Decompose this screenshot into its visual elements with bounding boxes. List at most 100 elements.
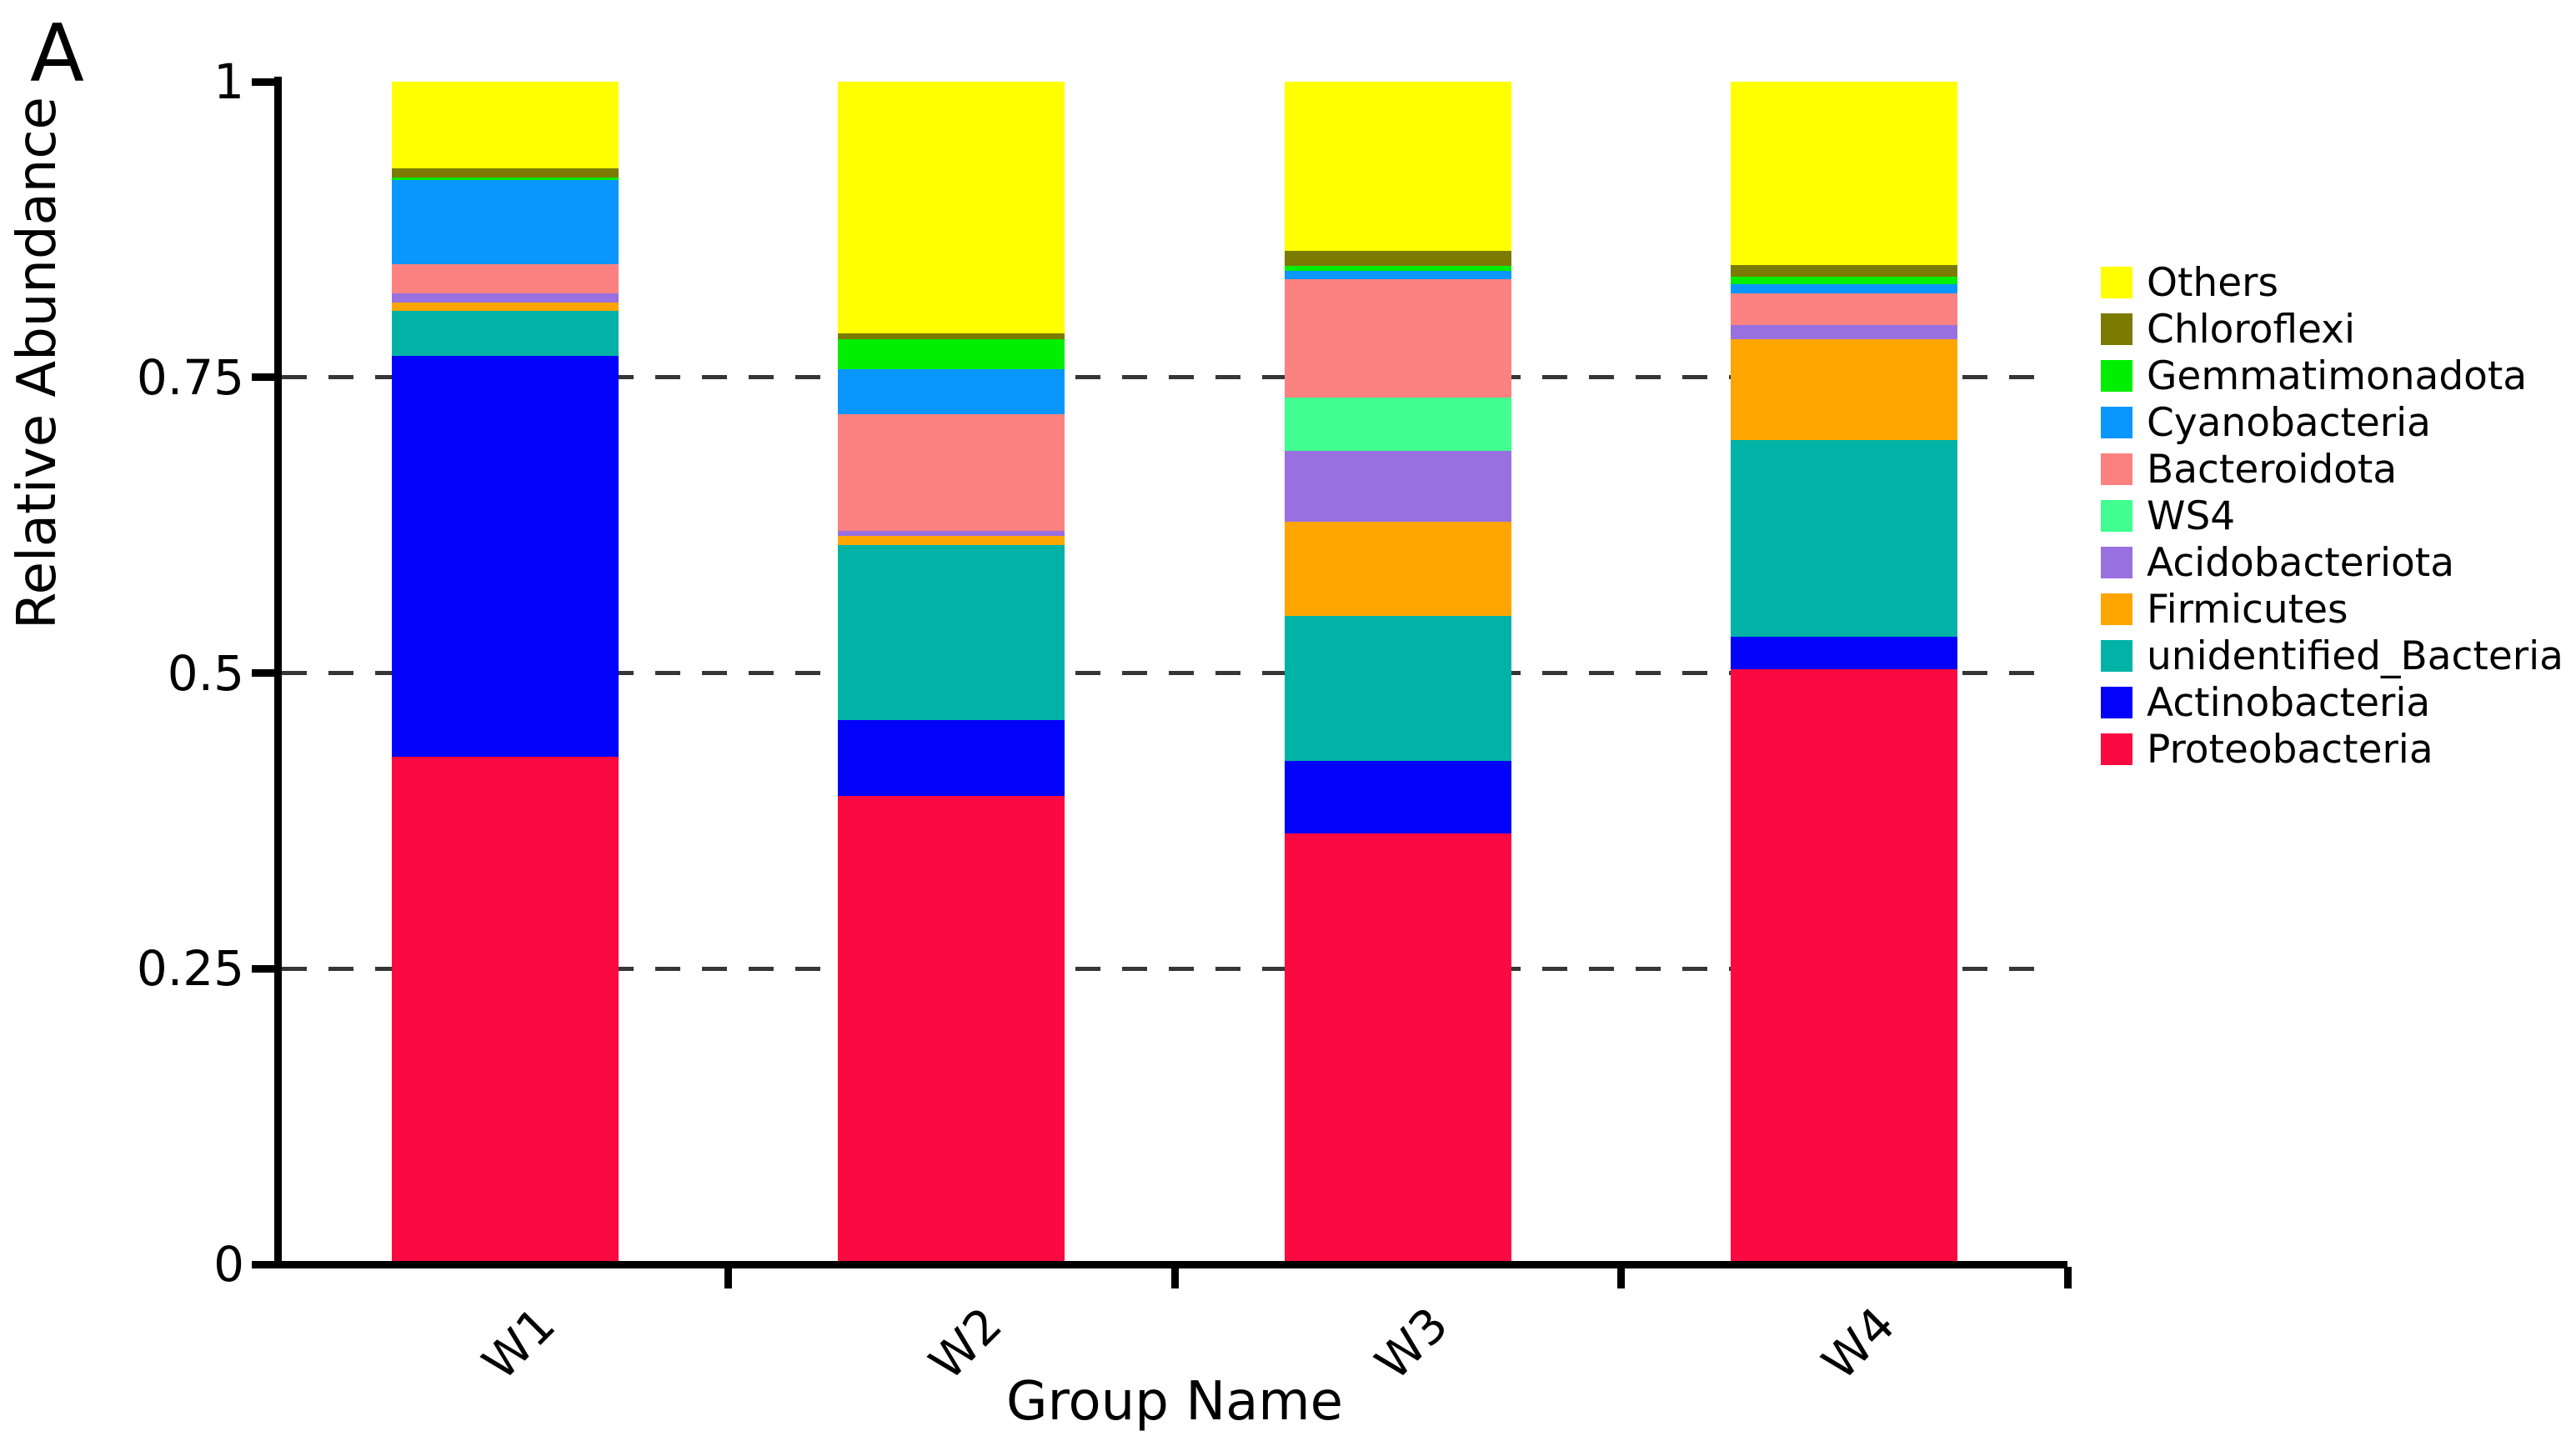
legend-item-acidobacteriota: Acidobacteriota — [2101, 543, 2563, 583]
legend-item-actinobacteria: Actinobacteria — [2101, 683, 2563, 723]
legend-swatch-unidentified_bacteria — [2101, 640, 2132, 672]
bar-segment-w1-chloroflexi — [391, 168, 619, 178]
bar-segment-w4-actinobacteria — [1731, 636, 1958, 670]
legend-item-cyanobacteria: Cyanobacteria — [2101, 403, 2563, 443]
y-tick-0.25 — [252, 964, 275, 973]
bar-segment-w2-actinobacteria — [838, 720, 1065, 797]
bar-segment-w3-ws4 — [1284, 397, 1511, 451]
legend-label: unidentified_Bacteria — [2147, 633, 2563, 679]
x-tick-1 — [724, 1267, 732, 1288]
bar-segment-w2-cyanobacteria — [838, 368, 1065, 414]
x-category-label-w2: W2 — [919, 1297, 1013, 1391]
legend-swatch-firmicutes — [2101, 593, 2132, 625]
legend-swatch-actinobacteria — [2101, 687, 2132, 718]
bar-segment-w3-proteobacteria — [1284, 833, 1511, 1264]
bar-segment-w3-chloroflexi — [1284, 251, 1511, 267]
bar-segment-w4-acidobacteriota — [1731, 325, 1958, 340]
legend-item-chloroflexi: Chloroflexi — [2101, 310, 2563, 349]
bar-segment-w3-actinobacteria — [1284, 760, 1511, 834]
gridline-0.5 — [282, 671, 2049, 675]
bar-w1 — [391, 82, 619, 1264]
legend-swatch-bacteroidota — [2101, 453, 2132, 485]
legend-item-firmicutes: Firmicutes — [2101, 590, 2563, 629]
bar-segment-w2-others — [838, 82, 1065, 334]
legend-label: Others — [2147, 259, 2278, 306]
legend-swatch-gemmatimonadota — [2101, 360, 2132, 392]
legend-item-bacteroidota: Bacteroidota — [2101, 450, 2563, 489]
x-tick-4 — [2063, 1267, 2072, 1288]
gridline-0.75 — [282, 375, 2049, 380]
legend-swatch-acidobacteriota — [2101, 547, 2132, 578]
bar-segment-w2-chloroflexi — [838, 333, 1065, 340]
bar-segment-w4-proteobacteria — [1731, 669, 1958, 1264]
legend-label: WS4 — [2147, 493, 2236, 539]
legend-swatch-ws4 — [2101, 500, 2132, 532]
x-axis-title: Group Name — [1006, 1371, 1343, 1433]
bar-segment-w1-actinobacteria — [391, 356, 619, 758]
legend-swatch-proteobacteria — [2101, 733, 2132, 765]
x-category-label-w3: W3 — [1365, 1297, 1459, 1391]
y-tick-label-1: 1 — [213, 53, 244, 110]
plot-area: 0 0.25 0.5 0.75 1 W1 W2 W3 W4 — [137, 58, 2072, 1391]
legend-label: Proteobacteria — [2147, 726, 2433, 773]
legend: Others Chloroflexi Gemmatimonadota Cyanobac… — [2101, 263, 2563, 780]
legend-label: Acidobacteriota — [2147, 539, 2455, 586]
legend-swatch-cyanobacteria — [2101, 407, 2132, 438]
y-tick-label-0.75: 0.75 — [136, 348, 244, 406]
x-category-label-w4: W4 — [1812, 1297, 1906, 1391]
bar-segment-w2-unidentified_bacteria — [838, 545, 1065, 721]
bar-segment-w2-firmicutes — [838, 535, 1065, 546]
bar-segment-w3-others — [1284, 82, 1511, 251]
legend-item-gemmatimonadota: Gemmatimonadota — [2101, 357, 2563, 396]
bar-w4 — [1731, 82, 1958, 1264]
bar-segment-w3-bacteroidota — [1284, 279, 1511, 398]
bar-segment-w1-acidobacteriota — [391, 293, 619, 303]
legend-item-ws4: WS4 — [2101, 497, 2563, 536]
legend-item-unidentified_bacteria: unidentified_Bacteria — [2101, 637, 2563, 676]
legend-item-proteobacteria: Proteobacteria — [2101, 730, 2563, 769]
legend-label: Chloroflexi — [2147, 306, 2356, 353]
bar-segment-w2-acidobacteriota — [838, 531, 1065, 536]
bar-segment-w1-gemmatimonadota — [391, 178, 619, 180]
legend-label: Cyanobacteria — [2147, 399, 2431, 446]
legend-label: Actinobacteria — [2147, 679, 2431, 726]
bar-segment-w2-proteobacteria — [838, 796, 1065, 1264]
legend-label: Firmicutes — [2147, 586, 2348, 633]
y-tick-label-0.25: 0.25 — [136, 940, 244, 998]
bar-segment-w4-firmicutes — [1731, 339, 1958, 440]
x-axis-line — [270, 1261, 2067, 1268]
legend-label: Gemmatimonadota — [2147, 353, 2528, 399]
bar-segment-w4-unidentified_bacteria — [1731, 439, 1958, 637]
bar-segment-w1-cyanobacteria — [391, 179, 619, 264]
panel-label: A — [30, 8, 84, 100]
bar-segment-w2-gemmatimonadota — [838, 339, 1065, 369]
bar-segment-w3-firmicutes — [1284, 521, 1511, 617]
bar-segment-w1-bacteroidota — [391, 263, 619, 294]
bar-segment-w1-proteobacteria — [391, 757, 619, 1264]
y-tick-0 — [252, 1260, 275, 1268]
y-tick-0.75 — [252, 373, 275, 382]
y-tick-label-0: 0 — [213, 1236, 244, 1293]
bar-segment-w3-unidentified_bacteria — [1284, 616, 1511, 761]
bar-segment-w1-others — [391, 82, 619, 168]
y-axis-line — [274, 77, 282, 1268]
bar-w2 — [838, 82, 1065, 1264]
bar-segment-w1-firmicutes — [391, 303, 619, 312]
bar-segment-w3-acidobacteriota — [1284, 450, 1511, 522]
bar-segment-w1-unidentified_bacteria — [391, 311, 619, 357]
gridline-0.25 — [282, 966, 2049, 971]
bar-segment-w4-cyanobacteria — [1731, 283, 1958, 294]
y-tick-1 — [252, 78, 275, 86]
y-tick-0.5 — [252, 669, 275, 677]
legend-label: Bacteroidota — [2147, 446, 2398, 493]
bar-segment-w3-gemmatimonadota — [1284, 266, 1511, 272]
legend-item-others: Others — [2101, 263, 2563, 303]
bar-segment-w2-bacteroidota — [838, 413, 1065, 532]
bar-segment-w4-others — [1731, 82, 1958, 266]
x-tick-2 — [1170, 1267, 1179, 1288]
bar-segment-w4-bacteroidota — [1731, 293, 1958, 326]
x-category-label-w1: W1 — [472, 1297, 566, 1391]
bar-segment-w4-gemmatimonadota — [1731, 277, 1958, 284]
legend-swatch-others — [2101, 267, 2132, 298]
